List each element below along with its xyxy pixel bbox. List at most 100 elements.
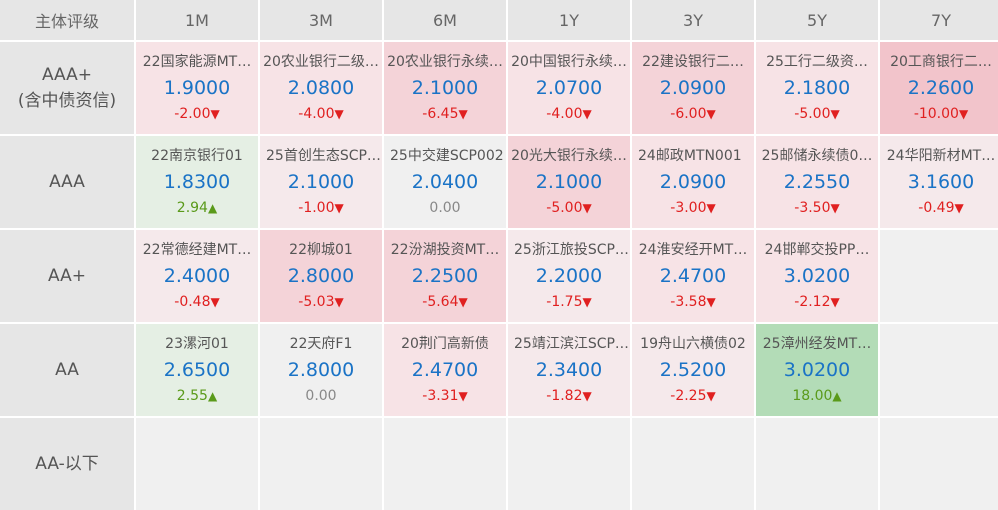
bond-cell[interactable]: 25中交建SCP002 2.0400 0.00 bbox=[384, 136, 506, 228]
column-header-5y[interactable]: 5Y bbox=[756, 0, 878, 40]
bond-name[interactable]: 20工商银行二… bbox=[890, 54, 992, 70]
bond-name[interactable]: 25中交建SCP002 bbox=[390, 148, 504, 164]
bond-name[interactable]: 24邮政MTN001 bbox=[638, 148, 742, 164]
yield-value: 1.9000 bbox=[163, 77, 231, 99]
bond-cell[interactable]: 25邮储永续债0… 2.2550 -3.50▼ bbox=[756, 136, 878, 228]
bond-cell[interactable]: 25漳州经发MT… 3.0200 18.00▲ bbox=[756, 324, 878, 416]
bond-cell[interactable]: 20农业银行二级… 2.0800 -4.00▼ bbox=[260, 42, 382, 134]
bond-name[interactable]: 22天府F1 bbox=[289, 336, 353, 352]
change-number: -4.00 bbox=[298, 106, 335, 122]
row-label-4: AA-以下 bbox=[0, 418, 134, 510]
bond-name[interactable]: 22国家能源MT… bbox=[142, 54, 252, 70]
column-header-3m[interactable]: 3M bbox=[260, 0, 382, 40]
bond-name[interactable]: 20农业银行二级… bbox=[263, 54, 379, 70]
change-number: -5.00 bbox=[794, 106, 831, 122]
bond-cell[interactable]: 23漯河01 2.6500 2.55▲ bbox=[136, 324, 258, 416]
column-header-1y[interactable]: 1Y bbox=[508, 0, 630, 40]
bond-cell[interactable]: 24华阳新材MT… 3.1600 -0.49▼ bbox=[880, 136, 998, 228]
bond-cell[interactable]: 22建设银行二… 2.0900 -6.00▼ bbox=[632, 42, 754, 134]
triangle-down-icon: ▼ bbox=[582, 295, 592, 309]
bond-name[interactable]: 22柳城01 bbox=[289, 242, 353, 258]
bond-name[interactable]: 24邯郸交投PP… bbox=[764, 242, 870, 258]
bond-name[interactable]: 20农业银行永续… bbox=[387, 54, 503, 70]
empty-cell bbox=[632, 418, 754, 510]
change-number: -4.00 bbox=[546, 106, 583, 122]
bond-cell[interactable]: 24邮政MTN001 2.0900 -3.00▼ bbox=[632, 136, 754, 228]
bond-cell[interactable]: 25靖江滨江SCP… 2.3400 -1.82▼ bbox=[508, 324, 630, 416]
bond-cell[interactable]: 25首创生态SCP… 2.1000 -1.00▼ bbox=[260, 136, 382, 228]
change-value: -4.00▼ bbox=[298, 106, 343, 122]
bond-cell[interactable]: 20农业银行永续… 2.1000 -6.45▼ bbox=[384, 42, 506, 134]
rating-label: AA bbox=[55, 360, 79, 380]
change-number: 2.55 bbox=[176, 388, 208, 404]
change-number: 2.94 bbox=[176, 200, 208, 216]
change-number: -2.12 bbox=[794, 294, 831, 310]
bond-name[interactable]: 24华阳新材MT… bbox=[886, 148, 996, 164]
change-number: -10.00 bbox=[913, 106, 959, 122]
bond-cell[interactable]: 20工商银行二… 2.2600 -10.00▼ bbox=[880, 42, 998, 134]
column-header-7y[interactable]: 7Y bbox=[880, 0, 998, 40]
rating-label: AA+ bbox=[48, 266, 86, 286]
bond-name[interactable]: 25浙江旅投SCP… bbox=[514, 242, 629, 258]
bond-cell[interactable]: 24淮安经开MT… 2.4700 -3.58▼ bbox=[632, 230, 754, 322]
bond-cell[interactable]: 22柳城01 2.8000 -5.03▼ bbox=[260, 230, 382, 322]
change-number: 0.00 bbox=[429, 200, 461, 216]
change-value: 18.00▲ bbox=[792, 388, 841, 404]
change-value: -3.58▼ bbox=[670, 294, 715, 310]
triangle-down-icon: ▼ bbox=[830, 295, 840, 309]
bond-name[interactable]: 20光大银行永续… bbox=[511, 148, 627, 164]
bond-name[interactable]: 25工行二级资… bbox=[766, 54, 868, 70]
bond-cell[interactable]: 20荆门高新债 2.4700 -3.31▼ bbox=[384, 324, 506, 416]
yield-value: 2.2600 bbox=[907, 77, 975, 99]
change-number: -3.31 bbox=[422, 388, 459, 404]
change-value: -2.25▼ bbox=[670, 388, 715, 404]
empty-cell bbox=[136, 418, 258, 510]
bond-cell[interactable]: 22国家能源MT… 1.9000 -2.00▼ bbox=[136, 42, 258, 134]
yield-value: 2.0800 bbox=[287, 77, 355, 99]
triangle-down-icon: ▼ bbox=[334, 107, 344, 121]
column-header-6m[interactable]: 6M bbox=[384, 0, 506, 40]
bond-name[interactable]: 20中国银行永续… bbox=[511, 54, 627, 70]
column-header-3y[interactable]: 3Y bbox=[632, 0, 754, 40]
bond-name[interactable]: 22南京银行01 bbox=[151, 148, 243, 164]
change-number: -1.75 bbox=[546, 294, 583, 310]
change-number: -6.00 bbox=[670, 106, 707, 122]
yield-value: 2.1800 bbox=[783, 77, 851, 99]
yield-value: 2.1000 bbox=[411, 77, 479, 99]
change-number: 0.00 bbox=[305, 388, 337, 404]
change-value: -0.49▼ bbox=[918, 200, 963, 216]
bond-cell[interactable]: 24邯郸交投PP… 3.0200 -2.12▼ bbox=[756, 230, 878, 322]
bond-cell[interactable]: 22南京银行01 1.8300 2.94▲ bbox=[136, 136, 258, 228]
bond-name[interactable]: 25漳州经发MT… bbox=[762, 336, 872, 352]
change-value: -5.00▼ bbox=[794, 106, 839, 122]
bond-name[interactable]: 19舟山六横债02 bbox=[640, 336, 746, 352]
bond-cell[interactable]: 22汾湖投资MT… 2.2500 -5.64▼ bbox=[384, 230, 506, 322]
change-value: -3.50▼ bbox=[794, 200, 839, 216]
bond-cell[interactable]: 25浙江旅投SCP… 2.2000 -1.75▼ bbox=[508, 230, 630, 322]
bond-cell[interactable]: 19舟山六横债02 2.5200 -2.25▼ bbox=[632, 324, 754, 416]
bond-name[interactable]: 22汾湖投资MT… bbox=[390, 242, 500, 258]
bond-name[interactable]: 20荆门高新债 bbox=[401, 336, 489, 352]
bond-cell[interactable]: 20光大银行永续… 2.1000 -5.00▼ bbox=[508, 136, 630, 228]
yield-value: 2.4700 bbox=[659, 265, 727, 287]
bond-name[interactable]: 22建设银行二… bbox=[642, 54, 744, 70]
bond-name[interactable]: 25靖江滨江SCP… bbox=[514, 336, 629, 352]
empty-cell bbox=[880, 230, 998, 322]
bond-cell[interactable]: 22天府F1 2.8000 0.00 bbox=[260, 324, 382, 416]
column-header-1m[interactable]: 1M bbox=[136, 0, 258, 40]
yield-value: 2.2500 bbox=[411, 265, 479, 287]
bond-cell[interactable]: 22常德经建MT… 2.4000 -0.48▼ bbox=[136, 230, 258, 322]
bond-cell[interactable]: 25工行二级资… 2.1800 -5.00▼ bbox=[756, 42, 878, 134]
change-number: -0.48 bbox=[174, 294, 211, 310]
bond-name[interactable]: 23漯河01 bbox=[165, 336, 229, 352]
bond-name[interactable]: 24淮安经开MT… bbox=[638, 242, 748, 258]
bond-cell[interactable]: 20中国银行永续… 2.0700 -4.00▼ bbox=[508, 42, 630, 134]
yield-value: 1.8300 bbox=[163, 171, 231, 193]
yield-value: 3.1600 bbox=[907, 171, 975, 193]
yield-value: 2.6500 bbox=[163, 359, 231, 381]
triangle-down-icon: ▼ bbox=[706, 389, 716, 403]
bond-name[interactable]: 25首创生态SCP… bbox=[266, 148, 381, 164]
bond-name[interactable]: 25邮储永续债0… bbox=[761, 148, 873, 164]
bond-name[interactable]: 22常德经建MT… bbox=[142, 242, 252, 258]
yield-value: 2.0900 bbox=[659, 171, 727, 193]
